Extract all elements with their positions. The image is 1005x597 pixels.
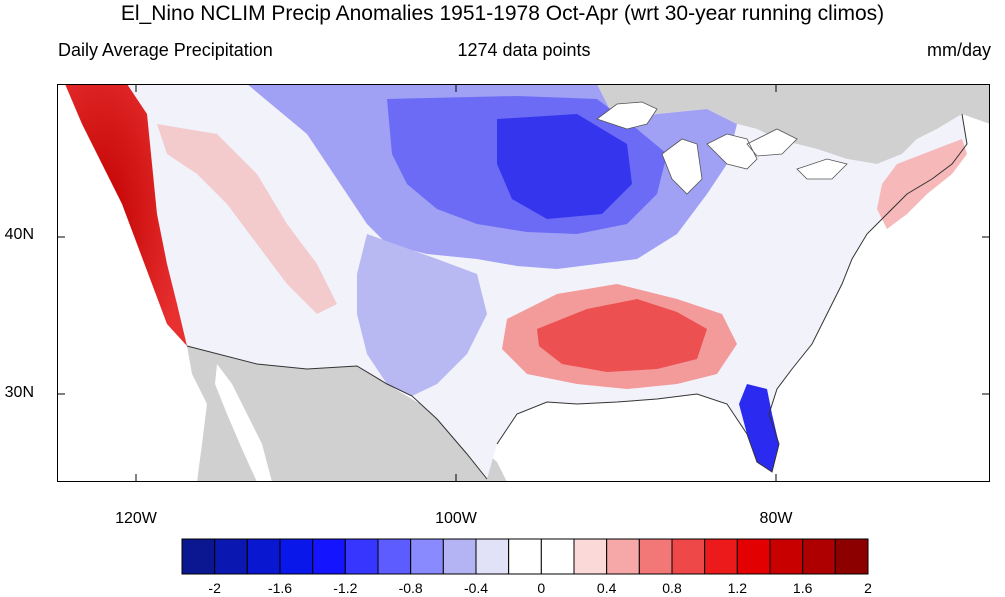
florida-negative bbox=[739, 384, 779, 472]
lon-ticks bbox=[135, 84, 777, 482]
lat-ticks bbox=[57, 236, 990, 395]
colorbar-box bbox=[312, 538, 346, 575]
units-label: mm/day bbox=[926, 40, 991, 60]
colorbar-box bbox=[606, 538, 640, 575]
negative-anomaly-peak bbox=[497, 114, 632, 219]
colorbar-label: 2 bbox=[864, 580, 872, 596]
lon-label-120w: 120W bbox=[115, 510, 157, 527]
map-frame bbox=[57, 84, 990, 482]
negative-anomaly-southwest bbox=[357, 234, 487, 396]
colorbar-box bbox=[410, 538, 444, 575]
colorbar-box bbox=[573, 538, 608, 575]
coastline bbox=[186, 113, 968, 480]
colorbar-box bbox=[704, 538, 738, 575]
colorbar-box bbox=[769, 538, 804, 575]
colorbar-label: -0.4 bbox=[463, 580, 489, 596]
colorbar-box bbox=[736, 538, 771, 575]
colorbar-label: 0.8 bbox=[662, 580, 682, 596]
colorbar-box bbox=[377, 538, 412, 575]
colorbar bbox=[181, 538, 869, 575]
colorbar-box bbox=[246, 538, 281, 575]
lon-label-100w: 100W bbox=[435, 510, 477, 527]
lat-label-30n: 30N bbox=[4, 384, 34, 401]
gulf-of-california bbox=[215, 364, 272, 482]
colorbar-label: 0 bbox=[537, 580, 546, 596]
positive-anomaly-rockies bbox=[157, 124, 337, 314]
colorbar-box bbox=[671, 538, 706, 575]
colorbar-label: -0.8 bbox=[398, 580, 423, 596]
colorbar-label: -1.6 bbox=[267, 580, 293, 596]
lat-label-40n: 40N bbox=[4, 226, 34, 243]
lon-label-80w: 80W bbox=[759, 510, 793, 527]
colorbar-box bbox=[279, 538, 314, 575]
positive-anomaly-west bbox=[65, 84, 187, 346]
colorbar-box bbox=[344, 538, 379, 575]
colorbar-label: 0.4 bbox=[596, 580, 617, 596]
us-land bbox=[65, 84, 967, 479]
map-title: El_Nino NCLIM Precip Anomalies 1951-1978… bbox=[120, 2, 885, 25]
colorbar-box bbox=[638, 538, 673, 575]
mexico-land bbox=[187, 346, 507, 482]
colorbar-box bbox=[802, 538, 836, 575]
positive-anomaly-core bbox=[537, 299, 707, 372]
colorbar-label: 1.6 bbox=[792, 580, 813, 596]
colorbar-box bbox=[834, 538, 869, 575]
colorbar-box bbox=[475, 538, 510, 575]
great-lakes bbox=[596, 101, 848, 195]
left-subtitle: Daily Average Precipitation bbox=[58, 40, 273, 60]
positive-anomaly-northeast bbox=[877, 139, 967, 229]
colorbar-box bbox=[181, 538, 216, 575]
center-subtitle: 1274 data points bbox=[457, 40, 591, 60]
colorbar-box bbox=[540, 538, 575, 575]
precip-anomaly-map bbox=[57, 84, 990, 482]
colorbar-box bbox=[214, 538, 248, 575]
colorbar-label: 1.2 bbox=[727, 580, 748, 596]
colorbar-box bbox=[508, 538, 542, 575]
colorbar-box bbox=[442, 538, 477, 575]
canada-land bbox=[117, 84, 990, 164]
colorbar-label: -1.2 bbox=[333, 580, 358, 596]
colorbar-label: -2 bbox=[208, 580, 221, 596]
